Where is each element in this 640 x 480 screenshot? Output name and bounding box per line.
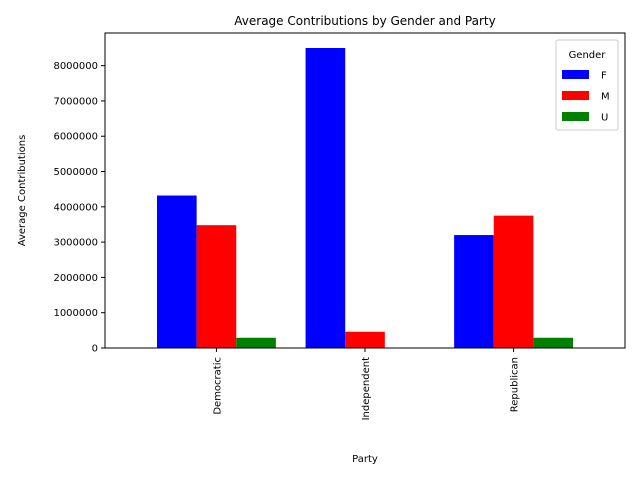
y-axis-label: Average Contributions	[17, 135, 28, 247]
legend-swatch-f	[562, 70, 589, 79]
x-tick-label-republican: Republican	[510, 357, 521, 412]
bar-u-democratic	[236, 337, 276, 348]
legend-swatch-m	[562, 91, 589, 100]
y-tick-label: 6000000	[53, 132, 98, 143]
bar-f-independent	[305, 48, 346, 348]
legend-label-m: M	[601, 92, 610, 103]
x-tick-label-democratic: Democratic	[212, 357, 223, 415]
bars-group	[157, 48, 573, 348]
y-tick-label: 5000000	[53, 167, 98, 178]
bar-m-democratic	[196, 225, 237, 348]
y-tick-label: 4000000	[53, 202, 98, 213]
bar-u-republican	[533, 337, 573, 348]
bar-m-independent	[345, 331, 385, 348]
legend-label-f: F	[601, 71, 607, 82]
x-tick-label-independent: Independent	[361, 357, 372, 420]
y-tick-label: 0	[92, 344, 98, 355]
legend-items: FMU	[562, 70, 610, 124]
legend: Gender FMU	[555, 39, 619, 131]
y-tick-label: 7000000	[53, 96, 98, 107]
bar-f-republican	[454, 235, 494, 348]
y-tick-label: 8000000	[53, 61, 98, 72]
x-axis-label: Party	[352, 454, 378, 465]
bar-m-republican	[493, 215, 534, 348]
y-tick-label: 2000000	[53, 273, 98, 284]
y-tick-label: 1000000	[53, 308, 98, 319]
legend-swatch-u	[562, 112, 589, 121]
chart-title: Average Contributions by Gender and Part…	[234, 14, 495, 28]
legend-label-u: U	[601, 113, 608, 124]
legend-title: Gender	[569, 50, 607, 61]
y-tick-label: 3000000	[53, 238, 98, 249]
legend-box	[555, 39, 619, 131]
x-axis: Democratic Independent Republican	[212, 348, 521, 420]
bar-f-democratic	[157, 195, 197, 348]
y-axis: 0 1000000 2000000 3000000 4000000 5000000 6000…	[53, 61, 105, 355]
